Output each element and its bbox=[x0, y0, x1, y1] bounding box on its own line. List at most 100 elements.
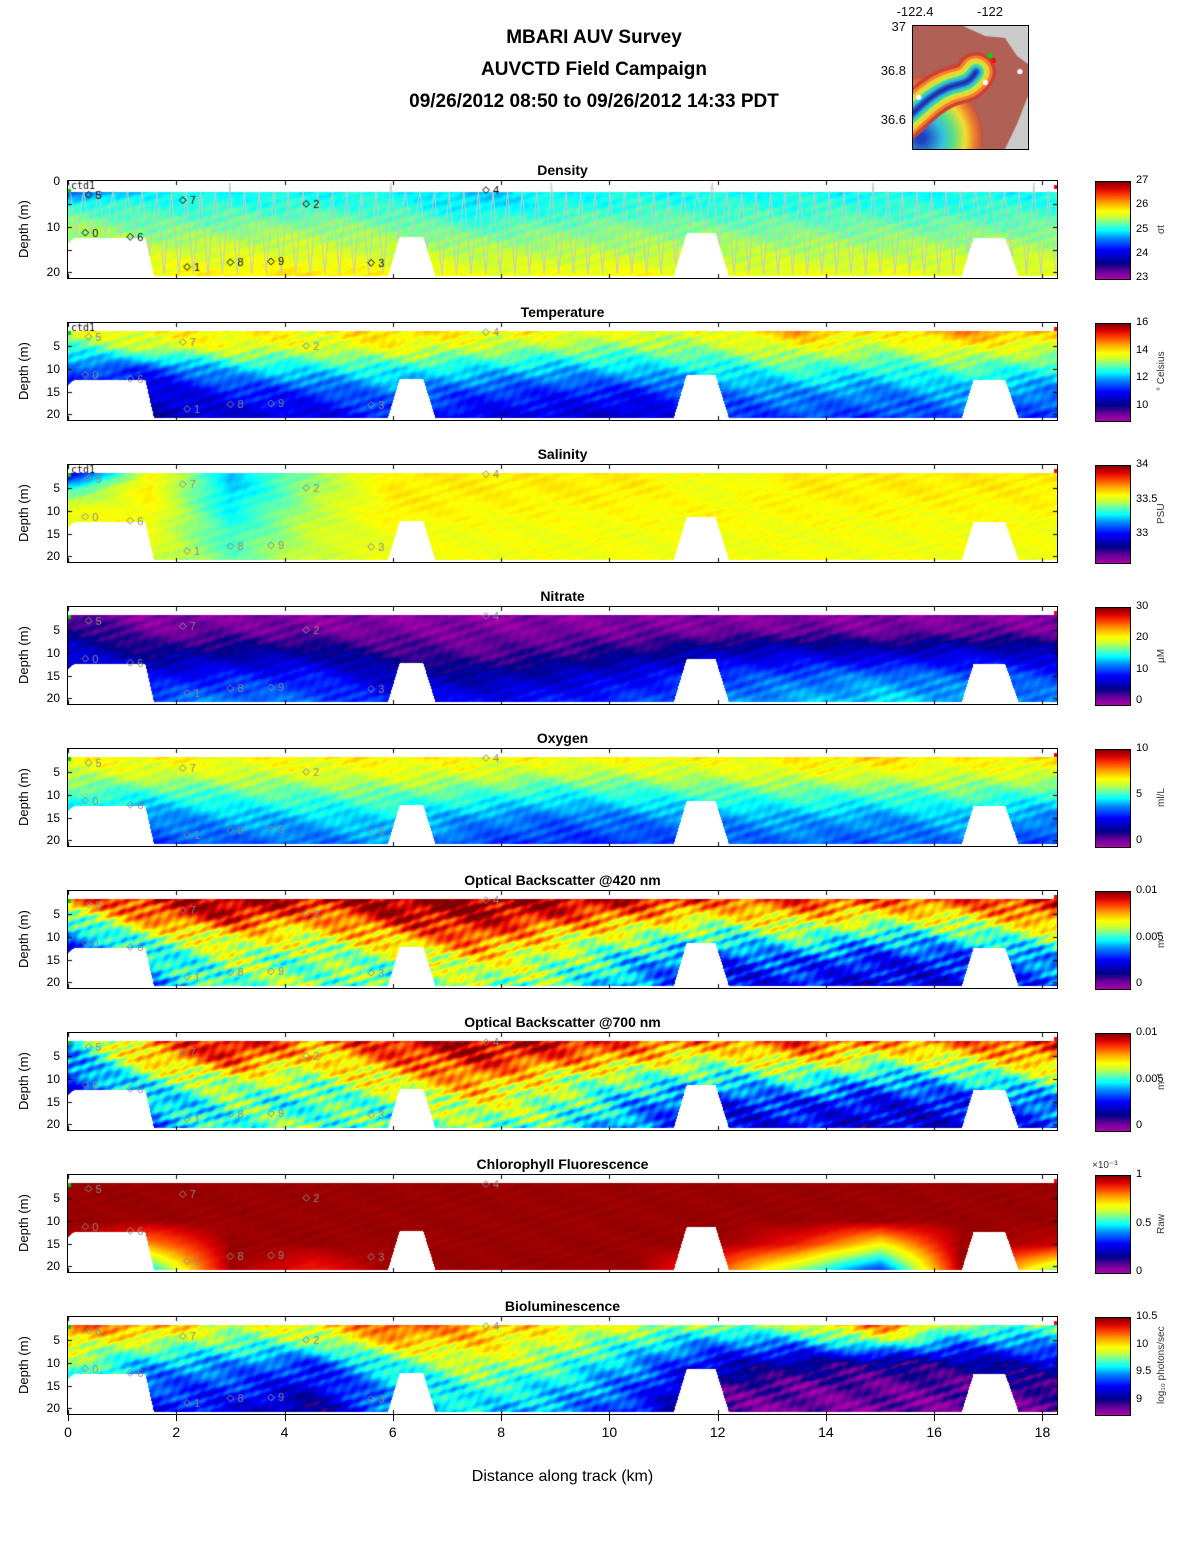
panel-frame-temperature bbox=[67, 322, 1058, 421]
colorbar-oxygen bbox=[1095, 749, 1131, 848]
colorbar-tick-label: 23 bbox=[1136, 271, 1149, 283]
colorbar-tick-label: 33.5 bbox=[1136, 492, 1158, 505]
depth-tick-label: 5 bbox=[53, 480, 60, 495]
depth-tick-label: 10 bbox=[46, 1355, 60, 1370]
depth-axis-label: Depth (m) bbox=[16, 1336, 31, 1395]
colorbar-tick-label: 0.01 bbox=[1136, 884, 1158, 896]
colorbar-unit-label: σt bbox=[1156, 225, 1167, 234]
depth-tick-label: 20 bbox=[46, 1259, 60, 1274]
panel-frame-optical-backscatter-420-nm bbox=[67, 890, 1058, 989]
depth-tick-label: 10 bbox=[46, 929, 60, 944]
panel-title-optical-backscatter-700-nm: Optical Backscatter @700 nm bbox=[464, 1014, 661, 1030]
colorbar-tick-label: 0 bbox=[1136, 1265, 1143, 1277]
map-lon-label: -122.4 bbox=[896, 4, 934, 19]
x-axis-tick-label: 8 bbox=[497, 1424, 505, 1440]
figure-header: MBARI AUV Survey AUVCTD Field Campaign 0… bbox=[0, 22, 1188, 118]
panel-title-bioluminescence: Bioluminescence bbox=[504, 1298, 621, 1314]
depth-tick-label: 15 bbox=[46, 810, 60, 825]
x-axis-label: Distance along track (km) bbox=[471, 1468, 654, 1485]
x-axis-tick-label: 18 bbox=[1034, 1424, 1051, 1440]
colorbar-tick-label: 10 bbox=[1136, 1337, 1149, 1350]
colorbar-tick-label: 25 bbox=[1136, 222, 1149, 235]
depth-axis-label: Depth (m) bbox=[16, 626, 31, 685]
panel-frame-density bbox=[67, 180, 1058, 279]
x-axis-tick bbox=[284, 1415, 286, 1421]
colorbar-tick-label: 0 bbox=[1136, 1119, 1143, 1132]
panel-title-salinity: Salinity bbox=[537, 446, 588, 462]
depth-axis-label: Depth (m) bbox=[16, 1052, 31, 1111]
x-axis-tick bbox=[717, 1415, 719, 1421]
colorbar-tick-label: 10 bbox=[1136, 742, 1149, 754]
depth-tick-label: 20 bbox=[46, 1117, 60, 1132]
figure-daterange: 09/26/2012 08:50 to 09/26/2012 14:33 PDT bbox=[409, 91, 779, 112]
colorbar-optical-backscatter-700-nm bbox=[1095, 1033, 1131, 1132]
panel-frame-nitrate bbox=[67, 606, 1058, 705]
depth-tick-label: 10 bbox=[46, 503, 60, 518]
colorbar-salinity bbox=[1095, 465, 1131, 564]
depth-tick-label: 15 bbox=[46, 1236, 60, 1251]
depth-axis-label: Depth (m) bbox=[16, 768, 31, 827]
colorbar-unit-label: Raw bbox=[1156, 1213, 1167, 1234]
panel-title-optical-backscatter-420-nm: Optical Backscatter @420 nm bbox=[464, 872, 661, 888]
depth-tick-label: 10 bbox=[46, 219, 60, 234]
colorbar-tick-label: 10 bbox=[1136, 662, 1149, 675]
map-canvas bbox=[912, 25, 1029, 150]
x-axis-tick-label: 10 bbox=[601, 1424, 618, 1440]
colorbar-unit-label: log₁₀ photons/sec bbox=[1156, 1326, 1167, 1405]
panel-frame-salinity bbox=[67, 464, 1058, 563]
depth-tick-label: 10 bbox=[46, 1213, 60, 1228]
depth-tick-label: 10 bbox=[46, 361, 60, 376]
heatmap-canvas-optical-backscatter-700-nm bbox=[68, 1033, 1057, 1130]
depth-tick-label: 10 bbox=[46, 1071, 60, 1086]
colorbar-tick-label: 16 bbox=[1136, 316, 1149, 328]
map-lon-label: -122 bbox=[976, 4, 1004, 19]
colorbar-tick-label: 9.5 bbox=[1136, 1365, 1152, 1378]
depth-tick-label: 5 bbox=[53, 1048, 60, 1063]
colorbar-tick-label: 30 bbox=[1136, 600, 1149, 612]
x-axis-tick-label: 2 bbox=[172, 1424, 181, 1440]
depth-tick-label: 15 bbox=[46, 526, 60, 541]
depth-tick-label: 15 bbox=[46, 668, 60, 683]
x-axis-tick bbox=[1042, 1415, 1044, 1421]
colorbar-tick-label: 12 bbox=[1136, 371, 1149, 384]
panel-frame-chlorophyll-fluorescence bbox=[67, 1174, 1058, 1273]
colorbar-tick-label: 26 bbox=[1136, 198, 1149, 211]
heatmap-canvas-salinity bbox=[68, 465, 1057, 562]
depth-tick-label: 20 bbox=[46, 407, 60, 422]
depth-tick-label: 15 bbox=[46, 1094, 60, 1109]
x-axis-tick-label: 4 bbox=[280, 1424, 289, 1440]
colorbar-unit-label: ml/L bbox=[1156, 788, 1167, 807]
depth-tick-label: 5 bbox=[53, 622, 60, 637]
colorbar-optical-backscatter-420-nm bbox=[1095, 891, 1131, 990]
panel-frame-bioluminescence bbox=[67, 1316, 1058, 1415]
heatmap-canvas-bioluminescence bbox=[68, 1317, 1057, 1414]
figure-subtitle: AUVCTD Field Campaign bbox=[481, 59, 707, 80]
x-axis-tick bbox=[501, 1415, 503, 1421]
depth-tick-label: 15 bbox=[46, 952, 60, 967]
x-axis-tick-label: 6 bbox=[388, 1424, 397, 1440]
colorbar-tick-label: 34 bbox=[1136, 458, 1149, 470]
panel-title-nitrate: Nitrate bbox=[540, 588, 585, 604]
colorbar-unit-label: m⁻¹ bbox=[1156, 931, 1167, 948]
colorbar-unit-label: ° Celsius bbox=[1156, 351, 1167, 392]
colorbar-tick-label: 0 bbox=[1136, 834, 1143, 847]
panel-title-density: Density bbox=[537, 162, 588, 178]
depth-axis-label: Depth (m) bbox=[16, 200, 31, 259]
colorbar-tick-label: 1 bbox=[1136, 1168, 1143, 1180]
colorbar-tick-label: 0 bbox=[1136, 694, 1143, 707]
depth-tick-label: 5 bbox=[53, 764, 60, 779]
heatmap-canvas-optical-backscatter-420-nm bbox=[68, 891, 1057, 988]
panel-title-oxygen: Oxygen bbox=[536, 730, 589, 746]
panel-title-chlorophyll-fluorescence: Chlorophyll Fluorescence bbox=[476, 1156, 649, 1172]
depth-tick-label: 15 bbox=[46, 384, 60, 399]
depth-tick-label: 5 bbox=[53, 1190, 60, 1205]
colorbar-tick-label: 5 bbox=[1136, 788, 1143, 801]
colorbar-tick-label: 27 bbox=[1136, 174, 1149, 186]
colorbar-chlorophyll-fluorescence bbox=[1095, 1175, 1131, 1274]
depth-axis-label: Depth (m) bbox=[16, 342, 31, 401]
figure-title: MBARI AUV Survey bbox=[506, 27, 682, 48]
colorbar-tick-label: 0.5 bbox=[1136, 1216, 1152, 1229]
x-axis-tick bbox=[176, 1415, 178, 1421]
colorbar-density bbox=[1095, 181, 1131, 280]
